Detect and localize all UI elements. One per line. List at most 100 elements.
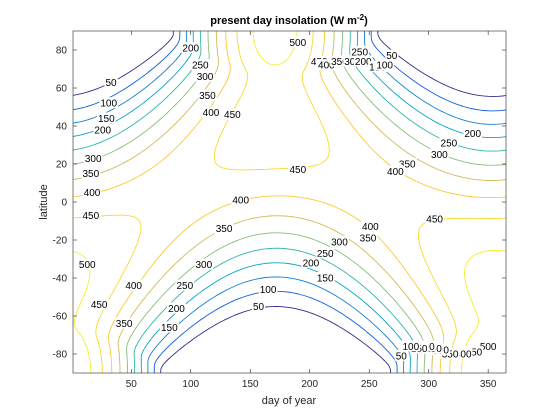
contour-line-50 <box>72 30 507 374</box>
contour-label-bg <box>358 232 378 244</box>
contour-label: 350 <box>216 224 233 235</box>
contour-label-bg <box>343 55 362 67</box>
contour-label: 350 <box>331 57 348 68</box>
contour-lines <box>72 30 507 374</box>
contour-label: 250 <box>192 61 209 72</box>
contour-label: 450 <box>82 211 99 222</box>
y-tick-label: 80 <box>56 46 68 57</box>
contour-label-bg <box>330 55 349 67</box>
contour-label: 400 <box>455 350 472 361</box>
y-tick-label: -80 <box>53 350 68 361</box>
contour-label-bg <box>464 346 484 358</box>
x-tick-label: 200 <box>301 379 318 390</box>
x-tick-label: 350 <box>480 379 497 390</box>
contour-label: 100 <box>260 285 277 296</box>
contour-label: 50 <box>106 78 118 89</box>
contour-label: 250 <box>176 281 193 292</box>
contour-label: 400 <box>125 281 142 292</box>
contour-label: 400 <box>318 61 335 72</box>
contour-label: 450 <box>426 215 443 226</box>
contour-line-250 <box>72 31 507 374</box>
contour-label-bg <box>439 137 459 149</box>
contour-label-bg <box>201 106 221 118</box>
contour-label: 200 <box>303 258 320 269</box>
contour-label-bg <box>124 279 144 291</box>
contour-label-bg <box>83 152 103 164</box>
contour-label: 300 <box>85 154 102 165</box>
contour-label: 350 <box>360 234 377 245</box>
y-tick-label: -20 <box>53 236 68 247</box>
contour-label-bg <box>315 272 335 283</box>
y-tick-label: 40 <box>56 122 68 133</box>
contour-label-bg <box>315 247 335 259</box>
contour-label-bg <box>401 340 421 352</box>
contour-label: 500 <box>79 260 96 271</box>
contour-label: 100 <box>376 61 393 72</box>
x-tick-label: 50 <box>126 379 138 390</box>
contour-label-bg <box>96 112 116 124</box>
contour-label: 300 <box>331 237 348 248</box>
contour-label: 400 <box>232 196 249 207</box>
x-axis-label: day of year <box>262 395 317 407</box>
contour-label: 450 <box>224 110 241 121</box>
contour-label-bg <box>81 209 101 221</box>
contour-label: 50 <box>396 351 408 362</box>
contour-label: 100 <box>100 99 117 110</box>
contour-label: 350 <box>399 160 416 171</box>
contour-label-bg <box>385 165 405 177</box>
contour-label: 200 <box>94 125 111 136</box>
contour-label-bg <box>288 36 308 48</box>
contour-label-bg <box>82 186 102 198</box>
contour-label: 450 <box>466 348 483 359</box>
x-tick-label: 300 <box>420 379 437 390</box>
contour-label-bg <box>175 279 195 291</box>
contour-label-bg <box>360 220 380 232</box>
contour-label: 300 <box>196 260 213 271</box>
contour-label-bg <box>77 258 97 270</box>
contour-label: 50 <box>253 302 265 313</box>
contour-label: 450 <box>289 165 306 176</box>
y-tick-label: -40 <box>53 274 68 285</box>
contour-label-bg <box>301 256 321 268</box>
contour-line-400 <box>72 30 507 374</box>
contour-label: 300 <box>344 57 361 68</box>
contour-label-bg <box>288 163 308 175</box>
contour-label-bg <box>181 42 201 54</box>
contour-label-bg <box>251 300 266 312</box>
contour-label-bg <box>350 45 370 57</box>
y-axis-ticks: -80 -60 -40 -20 0 20 40 60 80 <box>53 46 506 361</box>
x-tick-label: 250 <box>361 379 378 390</box>
contour-label-bg <box>440 348 460 359</box>
contour-label-bg <box>104 76 118 88</box>
contour-label-bg <box>89 298 109 310</box>
contour-label-bg <box>385 49 399 61</box>
contour-line-200 <box>72 31 507 373</box>
contour-label-bg <box>429 148 449 160</box>
contour-label-bg <box>99 97 119 109</box>
contour-label: 500 <box>480 342 497 353</box>
contour-label-bg <box>194 258 214 270</box>
contour-label: 300 <box>197 72 214 83</box>
contour-label: 200 <box>168 304 185 315</box>
contour-label-bg <box>81 167 101 179</box>
contour-label-bg <box>214 222 234 234</box>
y-tick-label: 60 <box>56 84 68 95</box>
y-tick-label: -60 <box>53 312 68 323</box>
contour-label-bg <box>114 317 134 329</box>
contour-label-bg <box>195 70 215 82</box>
contour-label: 400 <box>387 167 404 178</box>
contour-label-bg <box>330 235 349 247</box>
contour-label-bg <box>478 340 498 352</box>
contour-label-bg <box>190 59 210 71</box>
contour-label-bg <box>159 321 179 333</box>
contour-label: 200 <box>355 57 372 68</box>
contour-label: 200 <box>182 44 199 55</box>
contour-line-100 <box>72 31 507 373</box>
contour-line-450 <box>72 30 507 374</box>
contour-line-500 <box>72 30 507 374</box>
contour-label-bg <box>463 127 483 139</box>
axes-box <box>72 30 507 374</box>
contour-label-bg <box>375 59 395 71</box>
contour-label: 200 <box>464 129 481 140</box>
